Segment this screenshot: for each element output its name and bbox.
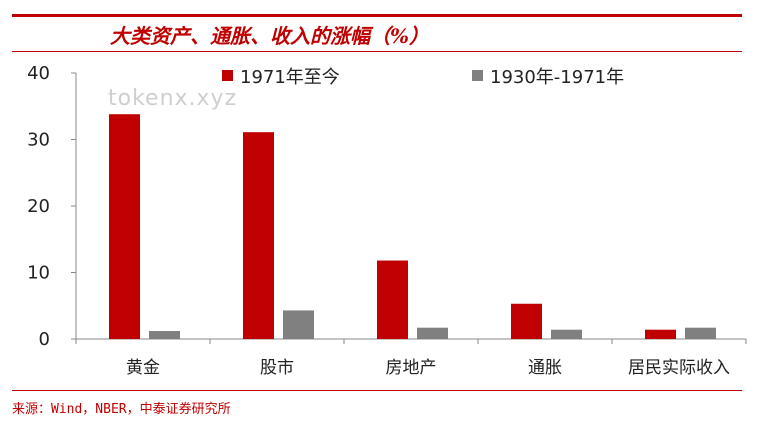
legend-series1-label: 1971年至今: [240, 67, 340, 88]
legend-series2-label: 1930年-1971年: [490, 67, 624, 88]
bars: [109, 114, 716, 339]
top-rule: [12, 14, 742, 17]
bar-series2: [417, 327, 448, 339]
source-note: 来源：Wind，NBER，中泰证券研究所: [12, 402, 231, 417]
bar-series2: [149, 331, 180, 339]
legend-series1-swatch: [222, 70, 233, 81]
bar-series1: [109, 114, 140, 339]
legend: 1971年至今 1930年-1971年: [222, 67, 624, 88]
axes: 0 10 20 30 40 黄金 股市 房地产 通胀 居民实际收入: [27, 63, 747, 378]
y-tick-label: 30: [27, 130, 50, 151]
y-tick-label: 0: [39, 329, 50, 350]
y-tick-label: 10: [27, 263, 50, 284]
bar-series2: [551, 329, 582, 339]
x-tick-label: 通胀: [528, 358, 562, 378]
bar-series2: [283, 310, 314, 339]
bar-series1: [377, 260, 408, 339]
x-tick-label: 黄金: [126, 358, 160, 378]
bar-series1: [243, 132, 274, 339]
watermark: tokenx.xyz: [108, 86, 238, 111]
title-rule: [12, 51, 742, 52]
legend-series2-swatch: [472, 70, 483, 81]
chart-title: 大类资产、通胀、收入的涨幅（%）: [110, 24, 430, 48]
bar-series1: [645, 329, 676, 339]
x-tick-label: 房地产: [386, 358, 437, 378]
y-tick-label: 20: [27, 196, 50, 217]
x-tick-label: 居民实际收入: [628, 358, 730, 378]
bar-series1: [511, 303, 542, 339]
y-tick-label: 40: [27, 63, 50, 84]
bar-series2: [685, 327, 716, 339]
source-rule: [12, 390, 742, 391]
x-tick-label: 股市: [260, 358, 294, 378]
